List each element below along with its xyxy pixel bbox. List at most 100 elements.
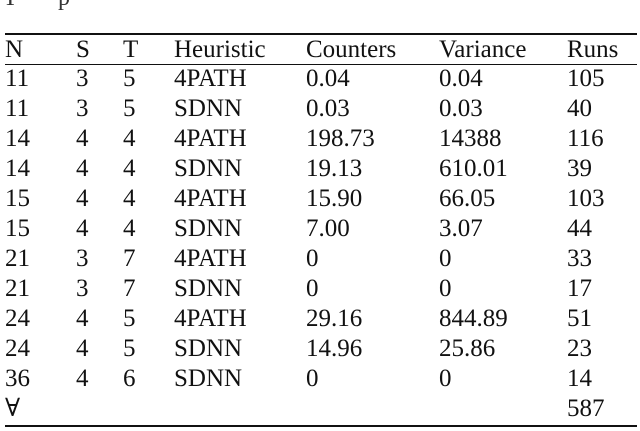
cell-heuristic: SDNN bbox=[174, 365, 243, 392]
cell-runs: 40 bbox=[567, 95, 592, 122]
cell-t: 7 bbox=[123, 245, 136, 272]
cell-t: 4 bbox=[123, 215, 136, 242]
cell-variance: 66.05 bbox=[439, 185, 496, 212]
cell-runs: 33 bbox=[567, 245, 592, 272]
column-header-runs: Runs bbox=[567, 36, 619, 63]
column-header-counters: Counters bbox=[306, 36, 397, 63]
cell-counters: 19.13 bbox=[306, 155, 363, 182]
total-runs: 587 bbox=[567, 395, 605, 422]
cell-variance: 0 bbox=[439, 245, 452, 272]
cell-t: 6 bbox=[123, 365, 136, 392]
cell-variance: 0.03 bbox=[439, 95, 483, 122]
cell-n: 24 bbox=[5, 305, 30, 332]
table-row: 24 4 5 SDNN 14.96 25.86 23 bbox=[5, 334, 637, 364]
cell-variance: 0 bbox=[439, 275, 452, 302]
cell-runs: 103 bbox=[567, 185, 605, 212]
table-row: 21 3 7 4PATH 0 0 33 bbox=[5, 244, 637, 274]
cell-s: 3 bbox=[76, 95, 89, 122]
cell-variance: 0 bbox=[439, 365, 452, 392]
cell-empty bbox=[174, 394, 306, 424]
cell-t: 5 bbox=[123, 65, 136, 92]
cell-n: 14 bbox=[5, 125, 30, 152]
cell-s: 4 bbox=[76, 125, 89, 152]
table-top-rule bbox=[5, 33, 637, 35]
table-row: 15 4 4 4PATH 15.90 66.05 103 bbox=[5, 184, 637, 214]
cell-runs: 39 bbox=[567, 155, 592, 182]
cell-variance: 610.01 bbox=[439, 155, 508, 182]
table-bottom-rule bbox=[5, 425, 637, 427]
table-header-row: N S T Heuristic Counters Variance Runs bbox=[5, 35, 637, 64]
table-row: 11 3 5 4PATH 0.04 0.04 105 bbox=[5, 64, 637, 94]
cell-t: 5 bbox=[123, 305, 136, 332]
table-row: 11 3 5 SDNN 0.03 0.03 40 bbox=[5, 94, 637, 124]
cell-heuristic: SDNN bbox=[174, 155, 243, 182]
cell-runs: 23 bbox=[567, 335, 592, 362]
caption-fragment: T p bbox=[0, 0, 640, 12]
column-header-t: T bbox=[123, 36, 139, 63]
cell-s: 4 bbox=[76, 185, 89, 212]
cell-n: 11 bbox=[5, 65, 30, 92]
cell-counters: 0 bbox=[306, 275, 319, 302]
cell-counters: 15.90 bbox=[306, 185, 363, 212]
cell-n: 14 bbox=[5, 155, 30, 182]
table-row: 15 4 4 SDNN 7.00 3.07 44 bbox=[5, 214, 637, 244]
cell-heuristic: SDNN bbox=[174, 95, 243, 122]
caption-fragment-right: p bbox=[58, 0, 70, 10]
caption-fragment-left: T bbox=[3, 0, 18, 10]
cell-s: 3 bbox=[76, 275, 89, 302]
cell-t: 5 bbox=[123, 335, 136, 362]
cell-t: 4 bbox=[123, 185, 136, 212]
results-table: N S T Heuristic Counters Variance Runs 1… bbox=[5, 35, 637, 424]
column-header-n: N bbox=[5, 36, 24, 63]
cell-s: 4 bbox=[76, 335, 89, 362]
cell-variance: 14388 bbox=[439, 125, 502, 152]
cell-heuristic: SDNN bbox=[174, 275, 243, 302]
cell-counters: 0 bbox=[306, 365, 319, 392]
cell-n: 15 bbox=[5, 185, 30, 212]
cell-t: 4 bbox=[123, 155, 136, 182]
cell-runs: 105 bbox=[567, 65, 605, 92]
cell-n: 11 bbox=[5, 95, 30, 122]
table-row: 14 4 4 4PATH 198.73 14388 116 bbox=[5, 124, 637, 154]
cell-t: 4 bbox=[123, 125, 136, 152]
table-row: 36 4 6 SDNN 0 0 14 bbox=[5, 364, 637, 394]
cell-heuristic: 4PATH bbox=[174, 65, 247, 92]
cell-n: 21 bbox=[5, 275, 30, 302]
table-row: 14 4 4 SDNN 19.13 610.01 39 bbox=[5, 154, 637, 184]
cell-counters: 0 bbox=[306, 245, 319, 272]
cell-counters: 29.16 bbox=[306, 305, 363, 332]
cell-n: 24 bbox=[5, 335, 30, 362]
cell-counters: 7.00 bbox=[306, 215, 350, 242]
cell-counters: 14.96 bbox=[306, 335, 363, 362]
cell-empty bbox=[76, 394, 123, 424]
cell-heuristic: 4PATH bbox=[174, 245, 247, 272]
cell-s: 4 bbox=[76, 305, 89, 332]
table-row: 24 4 5 4PATH 29.16 844.89 51 bbox=[5, 304, 637, 334]
cell-heuristic: 4PATH bbox=[174, 125, 247, 152]
column-header-variance: Variance bbox=[439, 36, 527, 63]
cell-counters: 0.04 bbox=[306, 65, 350, 92]
cell-t: 5 bbox=[123, 95, 136, 122]
column-header-s: S bbox=[76, 36, 90, 63]
cell-counters: 198.73 bbox=[306, 125, 375, 152]
cell-variance: 3.07 bbox=[439, 215, 483, 242]
table-header-rule bbox=[5, 64, 637, 65]
cell-heuristic: SDNN bbox=[174, 215, 243, 242]
cell-runs: 116 bbox=[567, 125, 604, 152]
cell-heuristic: 4PATH bbox=[174, 185, 247, 212]
forall-symbol: ∀ bbox=[5, 395, 21, 422]
cell-n: 21 bbox=[5, 245, 30, 272]
cell-heuristic: SDNN bbox=[174, 335, 243, 362]
cell-variance: 0.04 bbox=[439, 65, 483, 92]
cell-n: 36 bbox=[5, 365, 30, 392]
cell-runs: 14 bbox=[567, 365, 592, 392]
table-row: 21 3 7 SDNN 0 0 17 bbox=[5, 274, 637, 304]
column-header-heuristic: Heuristic bbox=[174, 36, 266, 63]
cell-empty bbox=[306, 394, 439, 424]
cell-s: 4 bbox=[76, 365, 89, 392]
cell-variance: 844.89 bbox=[439, 305, 508, 332]
cell-heuristic: 4PATH bbox=[174, 305, 247, 332]
cell-s: 3 bbox=[76, 65, 89, 92]
cell-n: 15 bbox=[5, 215, 30, 242]
cell-s: 3 bbox=[76, 245, 89, 272]
